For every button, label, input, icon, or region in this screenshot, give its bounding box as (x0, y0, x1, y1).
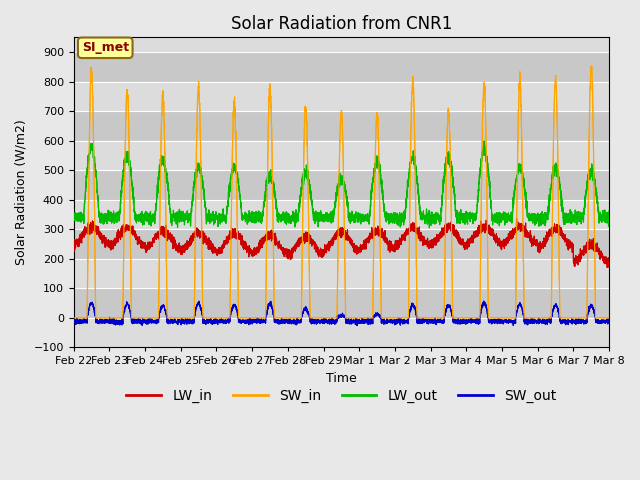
Y-axis label: Solar Radiation (W/m2): Solar Radiation (W/m2) (15, 120, 28, 265)
Title: Solar Radiation from CNR1: Solar Radiation from CNR1 (230, 15, 452, 33)
Bar (74, 82, 609, 111)
LW_out (605, 208, 613, 214)
Line: LW_out: LW_out (74, 141, 609, 228)
Bar (74, 52, 609, 82)
LW_out (321, 217, 329, 223)
Legend: LW_in, SW_in, LW_out, SW_out: LW_in, SW_in, LW_out, SW_out (121, 384, 562, 408)
LW_in (605, 264, 613, 270)
Bar (74, 170, 609, 200)
LW_in (604, 264, 611, 270)
SW_in (321, 315, 329, 321)
SW_out (166, 318, 173, 324)
LW_in (461, 242, 469, 248)
Bar (74, 111, 609, 141)
SW_out (432, 320, 440, 325)
SW_in (431, 315, 439, 321)
Line: LW_in: LW_in (74, 218, 609, 267)
LW_out (432, 218, 440, 224)
SW_out (605, 318, 613, 324)
SW_in (70, 315, 77, 321)
LW_in (166, 233, 173, 239)
Bar (74, 318, 609, 348)
LW_in (492, 236, 499, 242)
Line: SW_in: SW_in (74, 66, 609, 318)
LW_out (461, 213, 469, 218)
SW_in (461, 315, 469, 321)
SW_in (492, 315, 499, 321)
LW_out (605, 224, 612, 229)
Bar (74, 259, 609, 288)
SW_out (70, 318, 77, 324)
SW_in (605, 315, 612, 321)
LW_in (431, 240, 439, 246)
LW_out (492, 218, 500, 224)
Bar (74, 141, 609, 170)
SW_out (492, 319, 500, 325)
SW_in (166, 315, 173, 321)
SW_out (480, 298, 488, 304)
SW_out (605, 320, 612, 325)
LW_out (481, 138, 488, 144)
LW_in (605, 264, 612, 270)
SW_out (353, 323, 361, 328)
SW_in (605, 315, 613, 321)
LW_out (70, 211, 77, 216)
SW_out (321, 317, 329, 323)
LW_out (166, 206, 173, 212)
SW_in (588, 63, 595, 69)
LW_out (426, 225, 433, 231)
Text: SI_met: SI_met (82, 41, 129, 54)
LW_in (513, 216, 520, 221)
Bar (74, 200, 609, 229)
LW_in (70, 240, 77, 246)
Bar (74, 229, 609, 259)
Bar (74, 288, 609, 318)
Line: SW_out: SW_out (74, 301, 609, 325)
X-axis label: Time: Time (326, 372, 356, 385)
SW_out (461, 317, 469, 323)
LW_in (321, 244, 329, 250)
